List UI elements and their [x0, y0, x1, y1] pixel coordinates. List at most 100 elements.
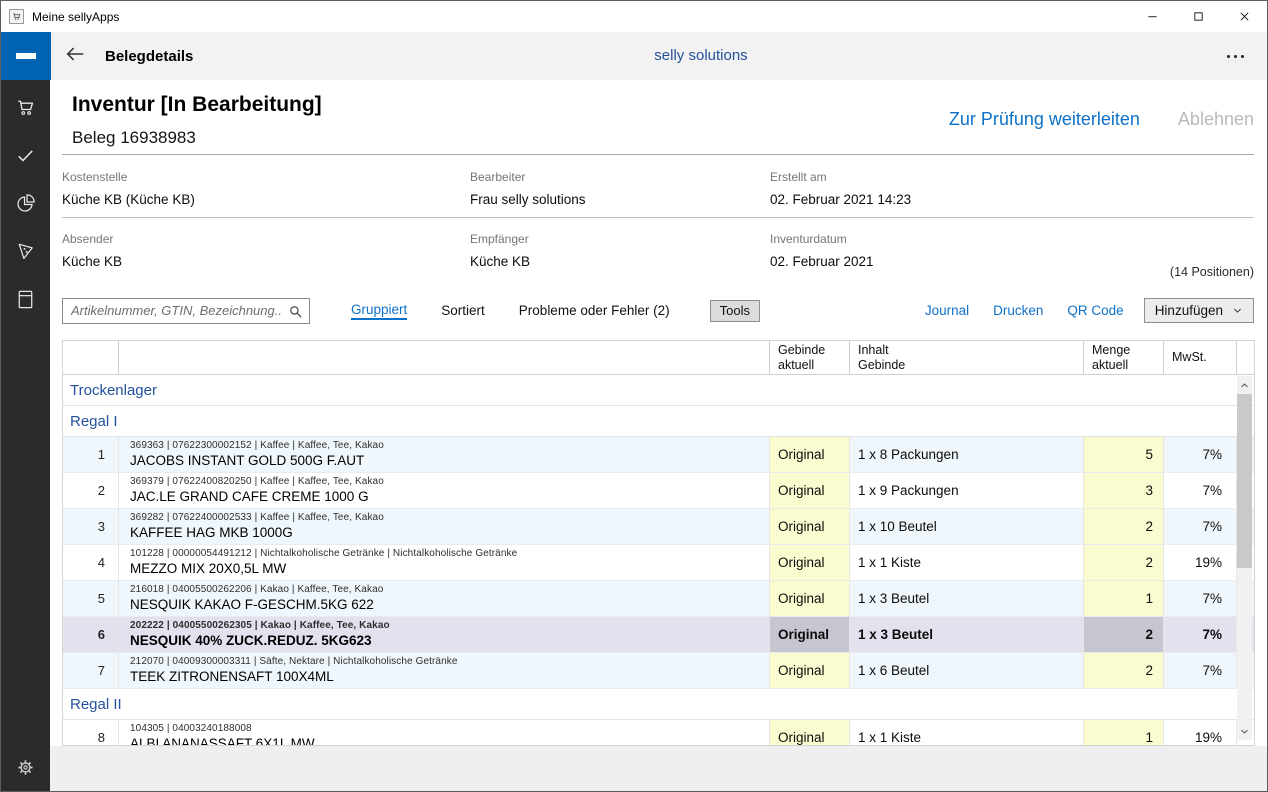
- inhalt-cell: 1 x 10 Beutel: [849, 509, 1083, 544]
- inhalt-cell: 1 x 8 Packungen: [849, 437, 1083, 472]
- column-header-1: [118, 341, 769, 374]
- inhalt-cell: 1 x 1 Kiste: [849, 545, 1083, 580]
- meta-label: Bearbeiter: [470, 170, 526, 184]
- sidebar-item-1[interactable]: [1, 140, 50, 170]
- group-row[interactable]: Trockenlager: [63, 375, 1254, 406]
- scrollbar-thumb[interactable]: [1237, 394, 1252, 568]
- gebinde-cell[interactable]: Original: [769, 617, 849, 652]
- document-number: Beleg 16938983: [72, 128, 196, 147]
- gebinde-cell[interactable]: Original: [769, 720, 849, 745]
- maximize-button[interactable]: [1175, 1, 1221, 32]
- search-input[interactable]: [63, 298, 309, 323]
- table-row[interactable]: 2 369379 | 07622400820250 | Kaffee | Kaf…: [63, 473, 1254, 509]
- table-row[interactable]: 4 101228 | 00000054491212 | Nichtalkohol…: [63, 545, 1254, 581]
- document-title: Inventur [In Bearbeitung]: [72, 93, 322, 116]
- menge-cell[interactable]: 2: [1083, 653, 1163, 688]
- maximize-icon: [1193, 11, 1204, 22]
- article-cell: 216018 | 04005500262206 | Kakao | Kaffee…: [118, 581, 769, 616]
- table-row[interactable]: 8 104305 | 04003240188008 ALBI ANANASSAF…: [63, 720, 1254, 746]
- check-icon: [14, 144, 37, 167]
- article-name: MEZZO MIX 20X0,5L MW: [130, 561, 287, 576]
- column-header-3: Inhalt Gebinde: [849, 341, 1083, 374]
- gebinde-cell[interactable]: Original: [769, 509, 849, 544]
- meta-field: Erstellt am 02. Februar 2021 14:23: [770, 170, 1254, 207]
- menge-cell[interactable]: 1: [1083, 581, 1163, 616]
- article-info: 369363 | 07622300002152 | Kaffee | Kaffe…: [130, 440, 384, 451]
- minimize-button[interactable]: [1129, 1, 1175, 32]
- mwst-cell: 7%: [1163, 653, 1236, 688]
- add-button[interactable]: Hinzufügen: [1143, 298, 1254, 323]
- row-number: 3: [97, 519, 105, 534]
- row-number: 6: [97, 627, 105, 642]
- link-journal[interactable]: Journal: [924, 303, 970, 318]
- menge-cell[interactable]: 1: [1083, 720, 1163, 745]
- meta-value: 02. Februar 2021 14:23: [770, 192, 912, 207]
- link-qr-code[interactable]: QR Code: [1067, 303, 1124, 318]
- group-row[interactable]: Regal II: [63, 689, 1254, 720]
- ellipsis-icon: [1226, 54, 1244, 58]
- row-number: 4: [97, 555, 105, 570]
- app-window-icon: [9, 9, 24, 24]
- account-name: selly solutions: [654, 47, 748, 64]
- cart-icon: [14, 96, 37, 119]
- sidebar-item-4[interactable]: [1, 284, 50, 314]
- table-row[interactable]: 6 202222 | 04005500262305 | Kakao | Kaff…: [63, 617, 1254, 653]
- vertical-scrollbar[interactable]: [1237, 376, 1252, 740]
- meta-value: 02. Februar 2021: [770, 254, 874, 269]
- menge-cell[interactable]: 2: [1083, 545, 1163, 580]
- inhalt-cell: 1 x 1 Kiste: [849, 720, 1083, 745]
- tools-button[interactable]: Tools: [709, 299, 760, 322]
- article-info: 202222 | 04005500262305 | Kakao | Kaffee…: [130, 620, 390, 631]
- table-row[interactable]: 1 369363 | 07622300002152 | Kaffee | Kaf…: [63, 437, 1254, 473]
- meta-field: Absender Küche KB: [62, 232, 470, 269]
- gebinde-cell[interactable]: Original: [769, 473, 849, 508]
- article-cell: 369379 | 07622400820250 | Kaffee | Kaffe…: [118, 473, 769, 508]
- app-header: Belegdetails selly solutions: [1, 32, 1267, 80]
- sidebar-item-0[interactable]: [1, 92, 50, 122]
- mwst-cell: 19%: [1163, 720, 1236, 745]
- article-cell: 369363 | 07622300002152 | Kaffee | Kaffe…: [118, 437, 769, 472]
- gebinde-cell[interactable]: Original: [769, 581, 849, 616]
- mwst-cell: 7%: [1163, 509, 1236, 544]
- article-info: 104305 | 04003240188008: [130, 723, 252, 734]
- group-row[interactable]: Regal I: [63, 406, 1254, 437]
- magnifier-icon[interactable]: [287, 303, 304, 320]
- sidebar-item-3[interactable]: [1, 236, 50, 266]
- scroll-up-icon[interactable]: [1237, 377, 1252, 393]
- sidebar-item-2[interactable]: [1, 188, 50, 218]
- gebinde-cell[interactable]: Original: [769, 437, 849, 472]
- more-button[interactable]: [1215, 32, 1255, 80]
- mwst-cell: 19%: [1163, 545, 1236, 580]
- sidebar-item-settings[interactable]: [1, 752, 50, 782]
- gear-icon: [14, 756, 37, 779]
- filter-probleme-oder-fehler-2[interactable]: Probleme oder Fehler (2): [518, 303, 670, 318]
- column-header-0: [63, 341, 118, 374]
- forward-for-review-button[interactable]: Zur Prüfung weiterleiten: [948, 109, 1140, 129]
- inhalt-cell: 1 x 9 Packungen: [849, 473, 1083, 508]
- article-info: 369379 | 07622400820250 | Kaffee | Kaffe…: [130, 476, 384, 487]
- article-name: ALBI ANANASSAFT 6X1L MW: [130, 736, 315, 746]
- gebinde-cell[interactable]: Original: [769, 545, 849, 580]
- filter-gruppiert[interactable]: Gruppiert: [351, 302, 408, 320]
- reject-button[interactable]: Ablehnen: [1177, 109, 1254, 129]
- table-row[interactable]: 7 212070 | 04009300003311 | Säfte, Nekta…: [63, 653, 1254, 689]
- pie-chart-icon: [14, 192, 37, 215]
- back-button[interactable]: [51, 32, 99, 80]
- table-row[interactable]: 5 216018 | 04005500262206 | Kakao | Kaff…: [63, 581, 1254, 617]
- menge-cell[interactable]: 5: [1083, 437, 1163, 472]
- menge-cell[interactable]: 3: [1083, 473, 1163, 508]
- menge-cell[interactable]: 2: [1083, 509, 1163, 544]
- mwst-cell: 7%: [1163, 617, 1236, 652]
- filter-sortiert[interactable]: Sortiert: [441, 303, 485, 318]
- menge-cell[interactable]: 2: [1083, 617, 1163, 652]
- meta-label: Kostenstelle: [62, 170, 128, 184]
- scroll-down-icon[interactable]: [1237, 723, 1252, 739]
- gebinde-cell[interactable]: Original: [769, 653, 849, 688]
- table-row[interactable]: 3 369282 | 07622400002533 | Kaffee | Kaf…: [63, 509, 1254, 545]
- link-drucken[interactable]: Drucken: [993, 303, 1044, 318]
- close-button[interactable]: [1221, 1, 1267, 32]
- hamburger-menu-button[interactable]: [1, 32, 51, 80]
- meta-field: Inventurdatum 02. Februar 2021: [770, 232, 1254, 269]
- article-name: JACOBS INSTANT GOLD 500G F.AUT: [130, 453, 365, 468]
